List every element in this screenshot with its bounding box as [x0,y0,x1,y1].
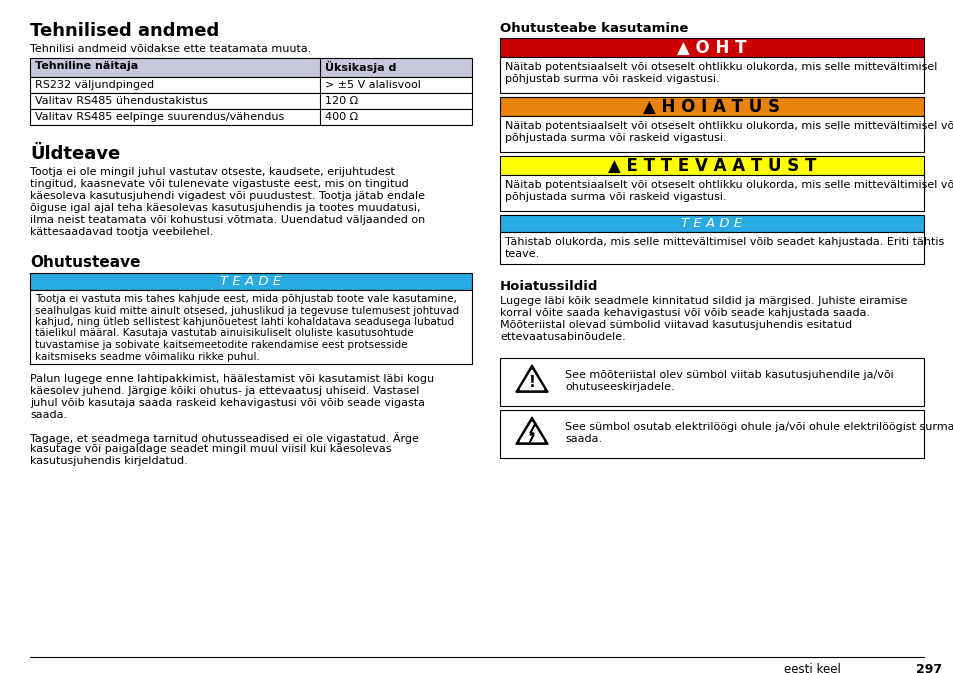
Text: Mõõteriistal olevad sümbolid viitavad kasutusjuhendis esitatud: Mõõteriistal olevad sümbolid viitavad ka… [499,320,851,330]
Text: See sümbol osutab elektrilöögi ohule ja/või ohule elektrilöögist surma: See sümbol osutab elektrilöögi ohule ja/… [564,422,953,432]
Text: Valitav RS485 ühendustakistus: Valitav RS485 ühendustakistus [35,96,208,106]
Text: juhul võib kasutaja saada raskeid kehavigastusi või võib seade vigasta: juhul võib kasutaja saada raskeid kehavi… [30,398,424,408]
Bar [499,38,923,57]
Bar [30,109,472,125]
Text: Tähistab olukorda, mis selle mittevältimisel võib seadet kahjustada. Eriti tähti: Tähistab olukorda, mis selle mittevältim… [504,237,943,247]
Text: kasutage või paigaldage seadet mingil muul viisil kui käesolevas: kasutage või paigaldage seadet mingil mu… [30,444,391,454]
Text: eesti keel: eesti keel [783,663,840,673]
Bar [499,97,923,116]
Text: ettevaatusabinõudele.: ettevaatusabinõudele. [499,332,625,342]
Text: Tootja ei vastuta mis tahes kahjude eest, mida põhjustab toote vale kasutamine,: Tootja ei vastuta mis tahes kahjude eest… [35,294,456,304]
Text: Näitab potentsiaalselt või otseselt ohtlikku olukorda, mis selle mittevältimisel: Näitab potentsiaalselt või otseselt ohtl… [504,62,937,72]
Text: T E A D E: T E A D E [220,275,281,288]
Polygon shape [519,370,543,390]
Text: kättesaadavad tootja veebilehel.: kättesaadavad tootja veebilehel. [30,227,213,237]
Text: ▲ O H T: ▲ O H T [677,38,746,57]
Bar [499,232,923,264]
Bar [499,57,923,93]
Text: Hoiatussildid: Hoiatussildid [499,280,598,293]
Text: Valitav RS485 eelpinge suurendus/vähendus: Valitav RS485 eelpinge suurendus/vähendu… [35,112,284,122]
Text: Üksikasja d: Üksikasja d [325,61,395,73]
Text: Näitab potentsiaalselt või otseselt ohtlikku olukorda, mis selle mittevältimisel: Näitab potentsiaalselt või otseselt ohtl… [504,180,953,190]
Text: ▲ H O I A T U S: ▲ H O I A T U S [643,98,780,116]
Text: õiguse igal ajal teha käesolevas kasutusjuhendis ja tootes muudatusi,: õiguse igal ajal teha käesolevas kasutus… [30,203,420,213]
Text: teave.: teave. [504,249,539,259]
Text: Tootja ei ole mingil juhul vastutav otseste, kaudsete, erijuhtudest: Tootja ei ole mingil juhul vastutav otse… [30,167,395,177]
Text: Palun lugege enne lahtipakkimist, häälestamist või kasutamist läbi kogu: Palun lugege enne lahtipakkimist, hääles… [30,374,434,384]
Text: täielikul määral. Kasutaja vastutab ainuisikuliselt oluliste kasutusohtude: täielikul määral. Kasutaja vastutab ainu… [35,328,414,339]
Bar [499,215,923,232]
Text: Tehnilisi andmeid võidakse ette teatamata muuta.: Tehnilisi andmeid võidakse ette teatamat… [30,44,311,54]
Text: tingitud, kaasnevate või tulenevate vigastuste eest, mis on tingitud: tingitud, kaasnevate või tulenevate viga… [30,179,408,189]
Polygon shape [529,424,535,444]
Bar [499,175,923,211]
Bar [499,156,923,175]
Text: Näitab potentsiaalselt või otseselt ohtlikku olukorda, mis selle mittevältimisel: Näitab potentsiaalselt või otseselt ohtl… [504,121,953,131]
Text: ilma neist teatamata või kohustusi võtmata. Uuendatud väljaanded on: ilma neist teatamata või kohustusi võtma… [30,215,425,225]
Text: tuvastamise ja sobivate kaitsemeetodite rakendamise eest protsesside: tuvastamise ja sobivate kaitsemeetodite … [35,340,407,350]
Bar [30,58,472,77]
Text: Lugege läbi kõik seadmele kinnitatud sildid ja märgised. Juhiste eiramise: Lugege läbi kõik seadmele kinnitatud sil… [499,296,906,306]
Text: Üldteave: Üldteave [30,145,120,163]
Text: kasutusjuhendis kirjeldatud.: kasutusjuhendis kirjeldatud. [30,456,188,466]
Text: ohutuseeskirjadele.: ohutuseeskirjadele. [564,382,674,392]
Bar [30,93,472,109]
Text: > ±5 V alalisvool: > ±5 V alalisvool [325,80,420,90]
Text: kaitsmiseks seadme võimaliku rikke puhul.: kaitsmiseks seadme võimaliku rikke puhul… [35,351,259,361]
Text: 297: 297 [915,663,942,673]
Text: korral võite saada kehavigastusi või võib seade kahjustada saada.: korral võite saada kehavigastusi või või… [499,308,869,318]
Text: käesoleva kasutusjuhendi vigadest või puudustest. Tootja jätab endale: käesoleva kasutusjuhendi vigadest või pu… [30,191,424,201]
Text: RS232 väljundpinged: RS232 väljundpinged [35,80,154,90]
Text: põhjustab surma või raskeid vigastusi.: põhjustab surma või raskeid vigastusi. [504,74,719,84]
Text: käesolev juhend. Järgige kõiki ohutus- ja ettevaatusj uhiseid. Vastasel: käesolev juhend. Järgige kõiki ohutus- j… [30,386,419,396]
Text: 120 Ω: 120 Ω [325,96,357,106]
Text: Tagage, et seadmega tarnitud ohutusseadised ei ole vigastatud. Ärge: Tagage, et seadmega tarnitud ohutusseadi… [30,432,418,444]
Polygon shape [516,365,548,392]
Text: saada.: saada. [30,410,67,420]
Text: ▲ E T T E V A A T U S T: ▲ E T T E V A A T U S T [607,157,816,174]
Text: Tehnilised andmed: Tehnilised andmed [30,22,219,40]
Bar [499,358,923,406]
Bar [499,410,923,458]
Text: saada.: saada. [564,434,601,444]
Text: T E A D E: T E A D E [680,217,741,230]
Text: põhjustada surma või raskeid vigastusi.: põhjustada surma või raskeid vigastusi. [504,133,726,143]
Bar [30,273,472,290]
Bar [30,77,472,93]
Text: põhjustada surma või raskeid vigastusi.: põhjustada surma või raskeid vigastusi. [504,192,726,202]
Text: sealhulgas kuid mitte ainult otsesed, juhuslikud ja tegevuse tulemusest johtuvad: sealhulgas kuid mitte ainult otsesed, ju… [35,306,458,316]
Bar [499,116,923,152]
Text: 400 Ω: 400 Ω [325,112,357,122]
Text: See mõõteriistal olev sümbol viitab kasutusjuhendile ja/või: See mõõteriistal olev sümbol viitab kasu… [564,370,893,380]
Text: Tehniline näitaja: Tehniline näitaja [35,61,138,71]
Polygon shape [519,422,543,441]
Text: !: ! [528,376,535,390]
Text: Ohutusteabe kasutamine: Ohutusteabe kasutamine [499,22,688,35]
Text: kahjud, ning ütleb sellistest kahjunõuetest lahti kohaldatava seadusega lubatud: kahjud, ning ütleb sellistest kahjunõuet… [35,317,454,327]
Polygon shape [516,417,548,444]
Bar [30,290,472,364]
Text: Ohutusteave: Ohutusteave [30,255,140,270]
